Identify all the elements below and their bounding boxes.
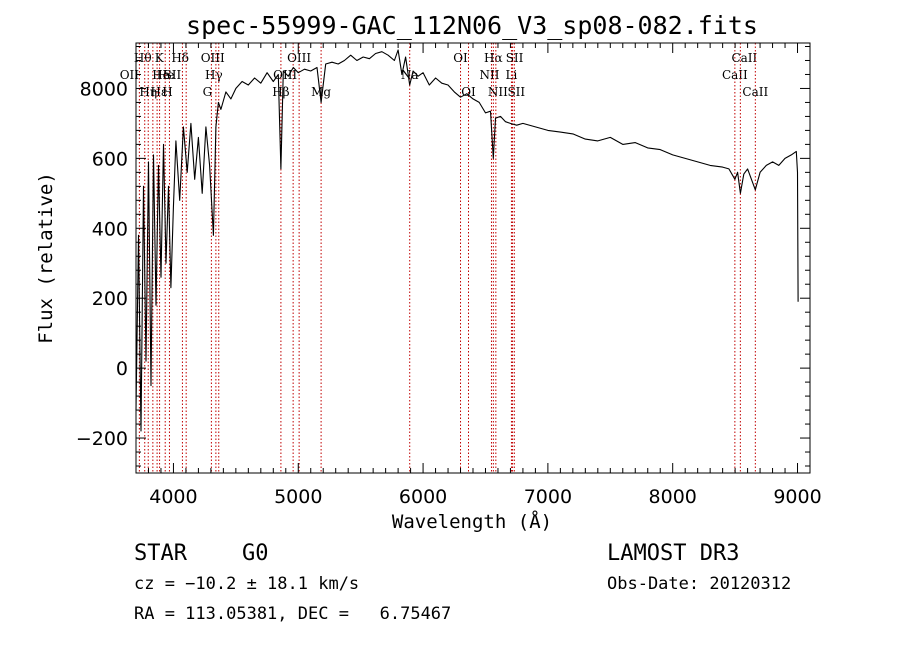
spectrum-line	[135, 49, 799, 432]
line-marker-label: H	[162, 85, 172, 99]
line-marker-label: CaII	[742, 85, 768, 99]
y-tick-label: 400	[92, 218, 128, 240]
line-marker-label: NII	[479, 68, 499, 82]
chart-title: spec-55999-GAC_112N06_V3_sp08-082.fits	[186, 11, 758, 40]
line-marker-label: Hε	[151, 85, 168, 99]
line-marker-label: OI	[461, 85, 476, 99]
line-marker-label: SII	[164, 68, 182, 82]
line-marker-label: Hγ	[205, 68, 223, 82]
line-marker-label: SII	[507, 85, 525, 99]
plot-frame	[135, 42, 811, 474]
object-subclass: G0	[242, 541, 269, 566]
x-tick-label: 4000	[149, 486, 197, 508]
survey-name: LAMOST DR3	[607, 541, 739, 566]
y-tick-label: −200	[76, 428, 128, 450]
x-tick-label: 6000	[399, 486, 447, 508]
line-marker-label: G	[203, 85, 213, 99]
line-marker-label: Li	[506, 68, 518, 82]
y-tick-label: 8000	[80, 78, 128, 100]
redshift-text: cz = −10.2 ± 18.1 km/s	[134, 574, 359, 594]
line-marker-label: OI	[453, 51, 468, 65]
coordinates-text: RA = 113.05381, DEC = 6.75467	[134, 604, 451, 624]
x-tick-label: 5000	[274, 486, 322, 508]
y-tick-label: 0	[116, 358, 128, 380]
line-marker-label: OIII	[273, 68, 297, 82]
line-marker-label: OII	[120, 68, 140, 82]
y-tick-label: 600	[92, 148, 128, 170]
y-axis-label: Flux (relative)	[35, 172, 57, 344]
x-axis-label: Wavelength (Å)	[392, 510, 552, 533]
line-markers: OIIHθHηHεHeHeKHSIIHδGHγOIIIHβOIIIOIIIMgN…	[120, 43, 768, 473]
x-tick-label: 9000	[773, 486, 821, 508]
line-marker-label: NII	[488, 85, 508, 99]
line-marker-label: Hβ	[272, 85, 289, 99]
line-marker-label: CaII	[722, 68, 748, 82]
x-tick-labels: 4000 5000 6000 7000 8000 9000	[149, 486, 821, 508]
line-marker-label: Hδ	[171, 51, 189, 65]
y-tick-labels: −200 0 200 400 600 8000	[76, 78, 128, 450]
axis-ticks	[136, 43, 810, 473]
y-tick-label: 200	[92, 288, 128, 310]
line-marker-label: Mg	[311, 85, 331, 99]
line-marker-label: CaII	[731, 51, 757, 65]
line-marker-label: Na	[401, 68, 419, 82]
x-tick-label: 8000	[649, 486, 697, 508]
line-marker-label: Hθ	[134, 51, 152, 65]
line-marker-label: OIII	[287, 51, 311, 65]
line-marker-label: OIII	[201, 51, 225, 65]
object-class: STAR	[134, 541, 188, 566]
line-marker-label: Hα	[484, 51, 503, 65]
obs-date-text: Obs-Date: 20120312	[607, 574, 791, 594]
x-tick-label: 7000	[524, 486, 572, 508]
line-marker-label: K	[155, 51, 165, 65]
